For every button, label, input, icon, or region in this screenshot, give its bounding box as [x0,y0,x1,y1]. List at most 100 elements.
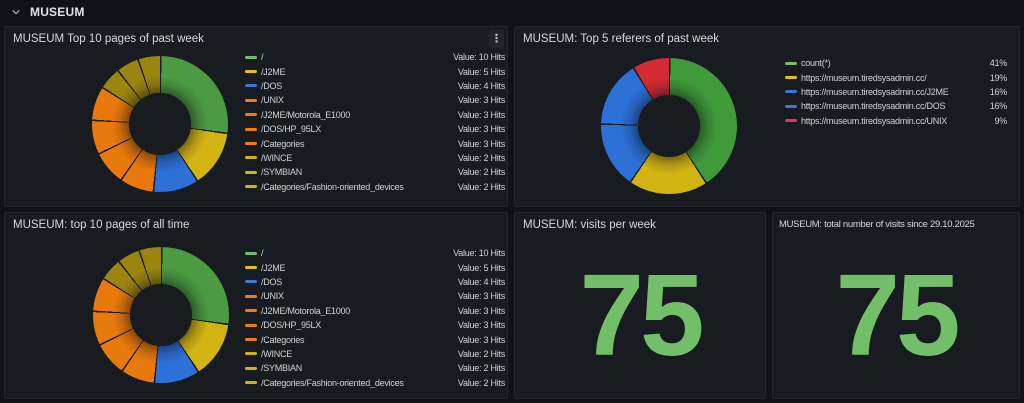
legend-item[interactable]: /WINCE Value: 2 Hits [245,151,505,165]
legend-item[interactable]: /SYMBIAN Value: 2 Hits [245,165,505,179]
legend-item[interactable]: / Value: 10 Hits [245,50,505,64]
legend-value: Value: 3 Hits [457,109,505,120]
legend-swatch [245,366,257,370]
legend-label[interactable]: /UNIX [261,291,284,302]
legend-item[interactable]: https://museum.tiredsysadmin.cc/UNIX 9% [785,114,1007,128]
legend-label[interactable]: https://museum.tiredsysadmin.cc/J2ME [801,86,949,97]
legend-label[interactable]: /DOS [261,276,283,287]
legend-label[interactable]: /Categories/Fashion-oriented_devices [261,377,404,388]
legend-value: Value: 4 Hits [457,276,505,287]
legend-item[interactable]: /UNIX Value: 3 Hits [245,289,505,303]
legend-item[interactable]: / Value: 10 Hits [245,246,505,260]
legend-label[interactable]: /J2ME [261,66,286,77]
legend-item[interactable]: /DOS Value: 4 Hits [245,79,505,93]
legend-item[interactable]: /SYMBIAN Value: 2 Hits [245,361,505,375]
legend-value: Value: 3 Hits [457,124,505,135]
panel-title[interactable]: MUSEUM: top 10 pages of all time [13,219,190,231]
legend-swatch [785,104,797,108]
legend-swatch [245,113,257,117]
panel-title[interactable]: MUSEUM Top 10 pages of past week [13,33,204,45]
legend-item[interactable]: /DOS Value: 4 Hits [245,275,505,289]
legend-label[interactable]: /Categories [261,138,305,149]
legend-value: Value: 2 Hits [457,348,505,359]
legend-value: Value: 5 Hits [457,66,505,77]
legend-item[interactable]: /J2ME/Motorola_E1000 Value: 3 Hits [245,304,505,318]
panel-visits-per-week: MUSEUM: visits per week 75 [514,212,766,399]
panel-top-pages-week: MUSEUM Top 10 pages of past week ⋮ / Valu… [4,26,508,207]
legend-label[interactable]: / [261,52,264,63]
legend-swatch [245,156,257,160]
legend-value: Value: 3 Hits [457,291,505,302]
legend-item[interactable]: https://museum.tiredsysadmin.cc/DOS 16% [785,99,1007,113]
legend-item[interactable]: /Categories/Fashion-oriented_devices Valu… [245,180,505,194]
legend-item[interactable]: /J2ME Value: 5 Hits [245,64,505,78]
legend-item[interactable]: /Categories Value: 3 Hits [245,136,505,150]
legend-item[interactable]: https://museum.tiredsysadmin.cc/J2ME 16% [785,85,1007,99]
legend-swatch [245,294,257,298]
panel-title[interactable]: MUSEUM: visits per week [523,219,656,231]
legend-swatch [245,127,257,131]
legend-item[interactable]: /DOS/HP_95LX Value: 3 Hits [245,318,505,332]
legend-label[interactable]: https://museum.tiredsysadmin.cc/ [801,72,927,83]
legend-value: Value: 2 Hits [457,152,505,163]
legend-item[interactable]: /DOS/HP_95LX Value: 3 Hits [245,122,505,136]
panel-total-visits: MUSEUM: total number of visits since 29.… [772,212,1020,399]
legend-label[interactable]: /WINCE [261,152,292,163]
legend-swatch [245,170,257,174]
legend-label[interactable]: /DOS [261,80,283,91]
legend-value: Value: 3 Hits [457,334,505,345]
legend-item[interactable]: /UNIX Value: 3 Hits [245,93,505,107]
legend-label[interactable]: /DOS/HP_95LX [261,320,322,331]
legend-swatch [245,55,257,59]
panel-top-referers-week: MUSEUM: Top 5 referers of past week coun… [514,26,1020,207]
legend-item[interactable]: /Categories/Fashion-oriented_devices Valu… [245,376,505,390]
legend-item[interactable]: /WINCE Value: 2 Hits [245,347,505,361]
legend-label[interactable]: /Categories/Fashion-oriented_devices [261,181,404,192]
legend-label[interactable]: /J2ME/Motorola_E1000 [261,305,351,316]
legend-swatch [785,61,797,65]
dashboard-row-header[interactable]: MUSEUM [0,0,1024,24]
legend-value: Value: 10 Hits [453,248,505,259]
legend-value: Value: 3 Hits [457,320,505,331]
legend-label[interactable]: https://museum.tiredsysadmin.cc/UNIX [801,115,948,126]
panel-title[interactable]: MUSEUM: total number of visits since 29.… [779,219,975,230]
legend-value: 16% [989,86,1008,97]
legend-label[interactable]: /Categories [261,334,305,345]
legend-item[interactable]: /J2ME Value: 5 Hits [245,260,505,274]
legend-label[interactable]: /J2ME/Motorola_E1000 [261,109,351,120]
legend-item[interactable]: /J2ME/Motorola_E1000 Value: 3 Hits [245,108,505,122]
row-title[interactable]: MUSEUM [30,5,85,19]
legend-swatch [245,280,257,284]
legend-swatch [245,251,257,255]
stat-value: 75 [835,249,960,380]
legend-label[interactable]: /DOS/HP_95LX [261,124,322,135]
legend-label[interactable]: count(*) [801,58,831,69]
legend-label[interactable]: /J2ME [261,262,286,273]
top-pages-all-time-legend: / Value: 10 Hits/J2ME Value: 5 Hits/DOS Val… [245,246,505,390]
legend-label[interactable]: /SYMBIAN [261,167,303,178]
legend-value: 9% [994,115,1007,126]
legend-value: Value: 3 Hits [457,305,505,316]
legend-item[interactable]: https://museum.tiredsysadmin.cc/19% [785,70,1007,84]
legend-value: 41% [989,58,1008,69]
chevron-down-icon [11,7,21,17]
legend-swatch [245,266,257,270]
legend-label[interactable]: /SYMBIAN [261,363,303,374]
legend-label[interactable]: https://museum.tiredsysadmin.cc/DOS [801,101,946,112]
kebab-menu-icon[interactable]: ⋮ [489,30,504,48]
legend-label[interactable]: /WINCE [261,348,292,359]
panel-top-pages-all-time: MUSEUM: top 10 pages of all time / Value:… [4,212,508,399]
legend-label[interactable]: / [261,248,264,259]
panel-title[interactable]: MUSEUM: Top 5 referers of past week [523,33,719,45]
legend-item[interactable]: /Categories Value: 3 Hits [245,332,505,346]
legend-swatch [245,142,257,146]
legend-value: Value: 2 Hits [457,377,505,388]
legend-label[interactable]: /UNIX [261,95,284,106]
top-pages-week-legend: / Value: 10 Hits/J2ME Value: 5 Hits/DOS Val… [245,50,505,194]
legend-item[interactable]: count(*) 41% [785,56,1007,70]
legend-value: Value: 10 Hits [453,52,505,63]
legend-value: 19% [989,72,1008,83]
legend-swatch [245,352,257,356]
legend-swatch [245,338,257,342]
legend-value: Value: 3 Hits [457,95,505,106]
